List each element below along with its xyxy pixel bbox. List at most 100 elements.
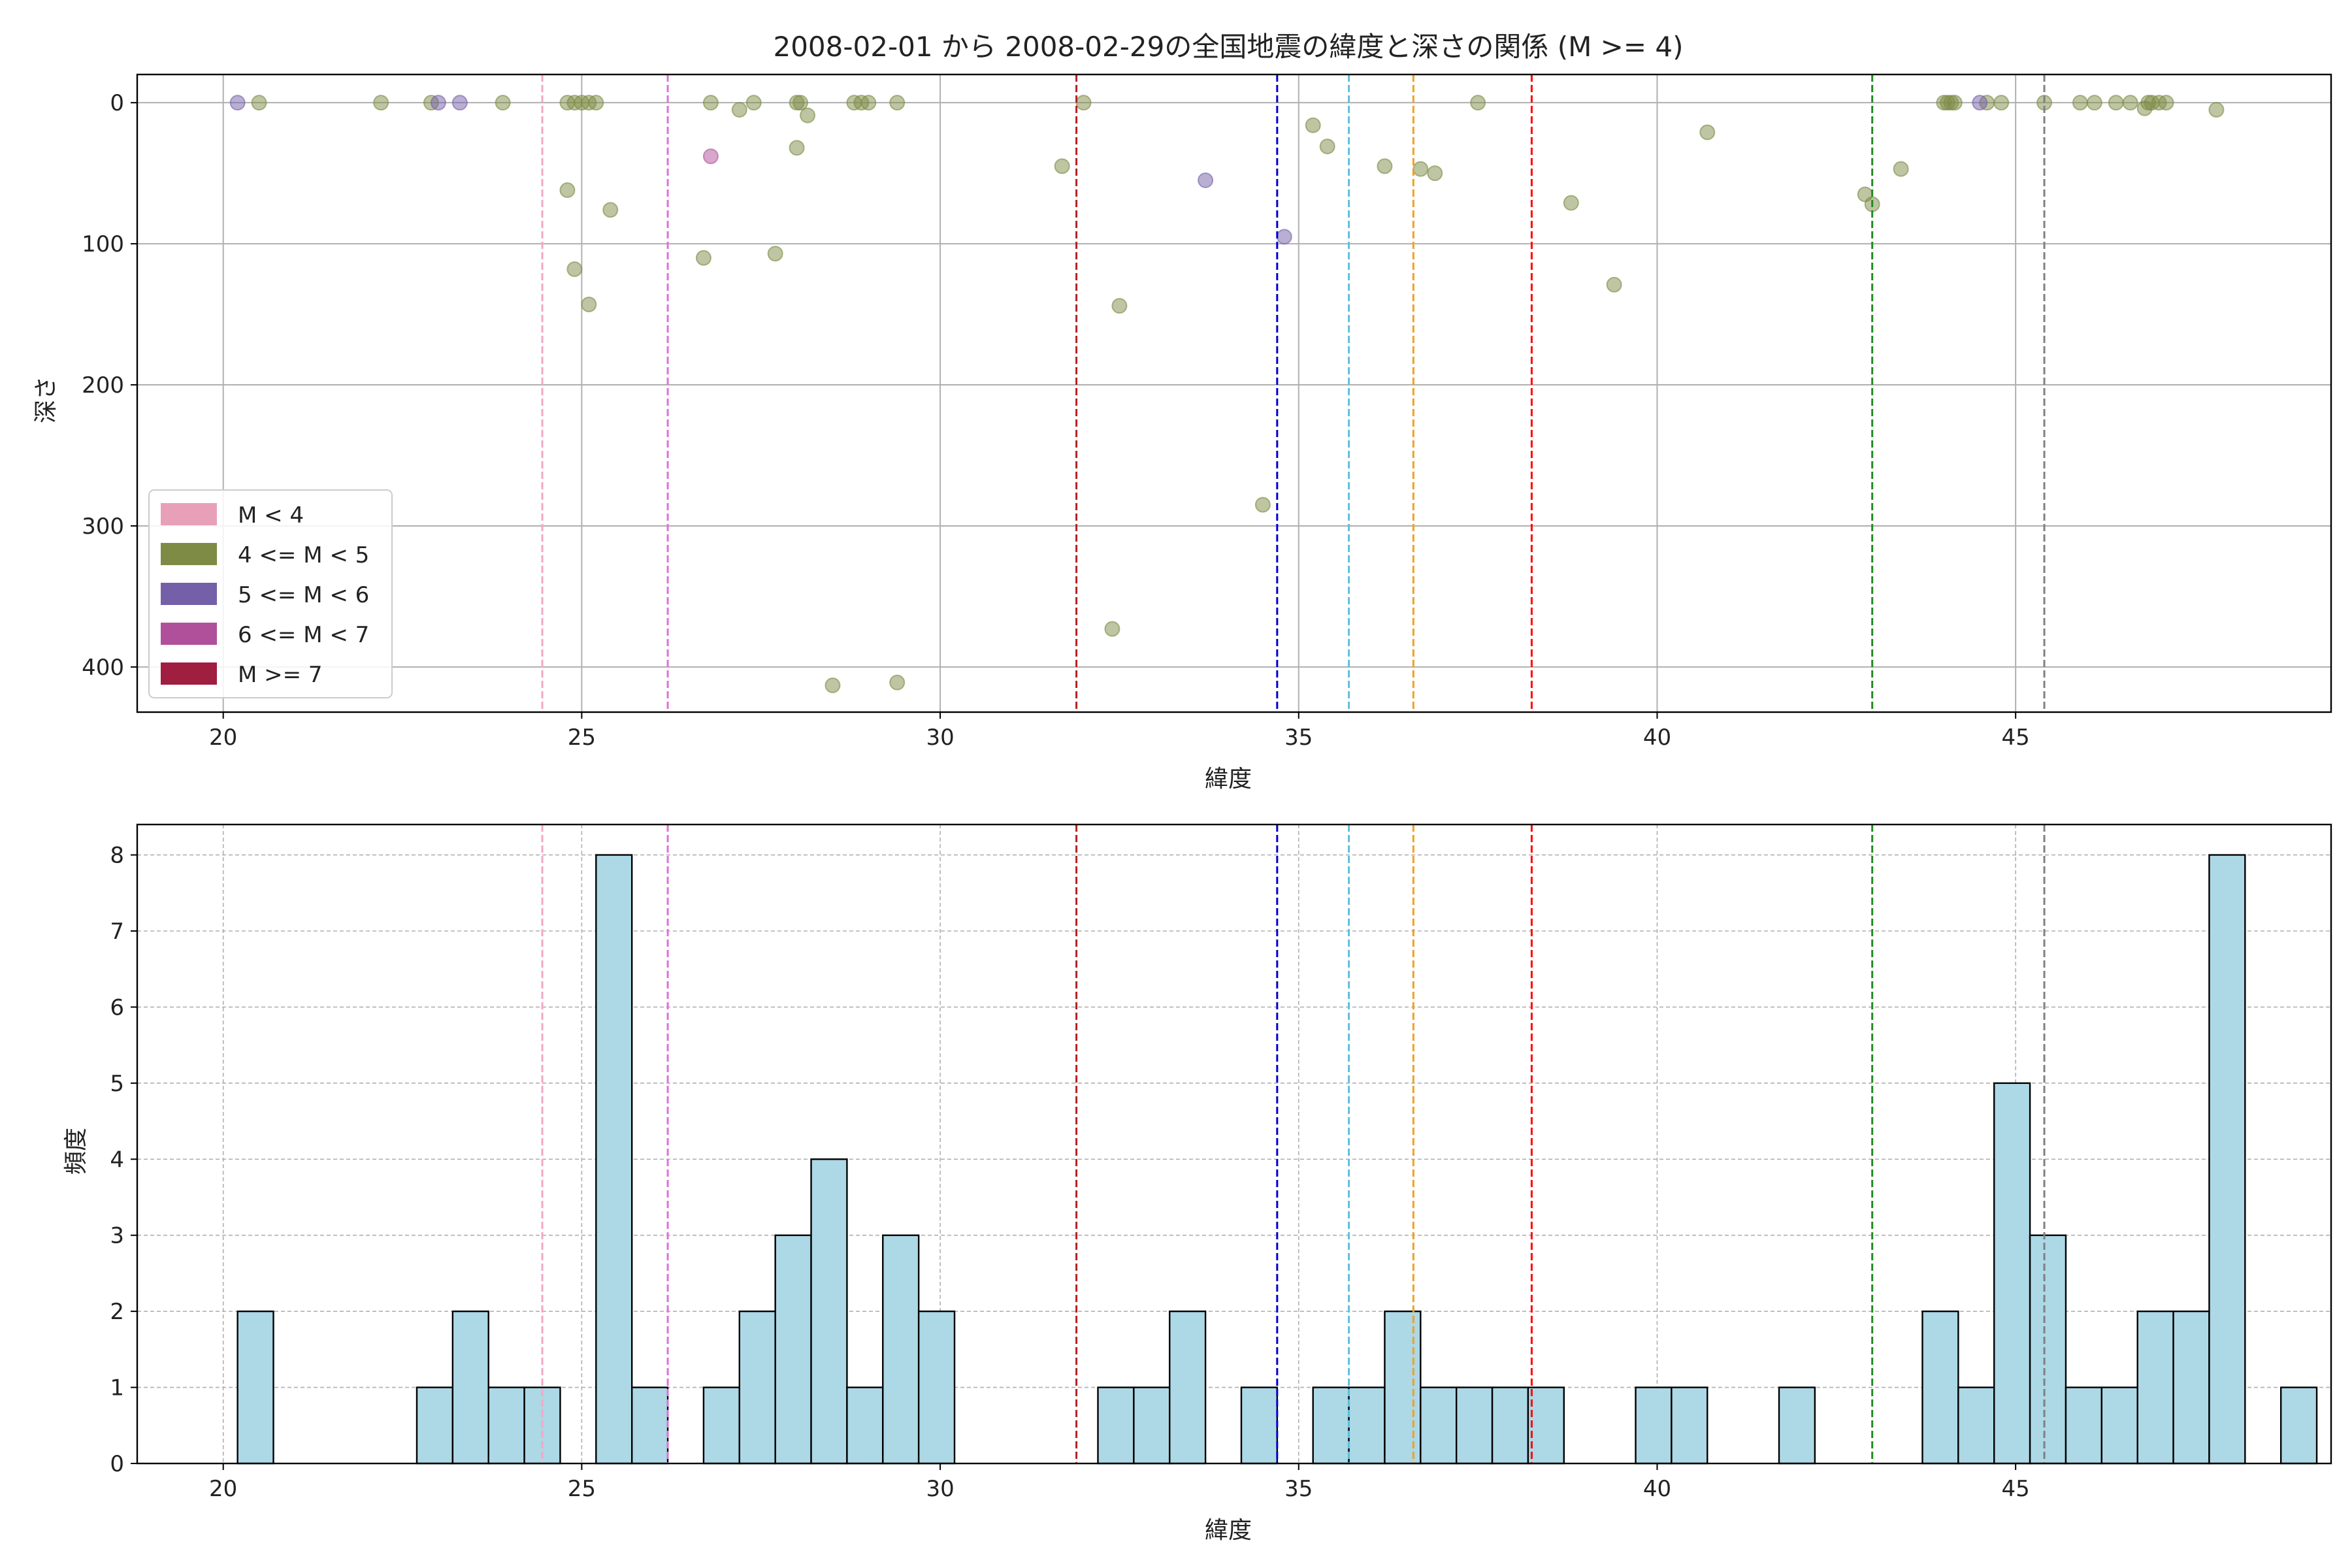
scatter-point xyxy=(1893,161,1909,177)
scatter-point xyxy=(1972,95,1988,111)
histogram-bar xyxy=(451,1310,489,1465)
legend-swatch xyxy=(161,583,217,605)
scatter-point xyxy=(1413,161,1429,177)
histogram-bar xyxy=(1491,1386,1529,1465)
scatter-point xyxy=(2122,95,2138,111)
legend-swatch xyxy=(161,503,217,525)
scatter-point xyxy=(1606,276,1622,293)
histogram-bar xyxy=(882,1234,920,1465)
histogram-bar xyxy=(1312,1386,1350,1465)
scatter-point xyxy=(695,250,711,266)
histogram-bar xyxy=(1133,1386,1171,1465)
x-tick-label: 40 xyxy=(1643,725,1671,751)
y-tick-label: 300 xyxy=(82,514,124,540)
y-tick-label: 400 xyxy=(82,655,124,681)
scatter-frame xyxy=(136,73,2332,713)
scatter-point xyxy=(1946,95,1963,111)
legend-label: M < 4 xyxy=(238,502,304,529)
histogram-bar xyxy=(2279,1386,2318,1465)
histogram-bar xyxy=(1993,1082,2031,1465)
histogram-bar xyxy=(1957,1386,1995,1465)
scatter-point xyxy=(731,101,747,118)
y-tick-label: 5 xyxy=(110,1071,124,1097)
x-tick-label: 20 xyxy=(209,1476,237,1502)
scatter-point xyxy=(602,202,619,218)
histogram-y-ticks: 0 1 2 3 4 5 6 7 8 xyxy=(110,843,137,1477)
legend-label: 5 <= M < 6 xyxy=(238,582,369,608)
histogram-frame xyxy=(136,823,2332,1465)
histogram-bar xyxy=(1921,1310,1959,1465)
histogram-bar xyxy=(1348,1386,1386,1465)
scatter-point xyxy=(1198,172,1214,188)
x-tick-label: 35 xyxy=(1284,1476,1313,1502)
scatter-point xyxy=(2108,95,2124,111)
scatter-point xyxy=(1993,95,2010,111)
histogram-bar xyxy=(2136,1310,2174,1465)
y-tick-label: 3 xyxy=(110,1223,124,1249)
scatter-point xyxy=(1054,158,1070,174)
x-tick-label: 30 xyxy=(926,1476,954,1502)
histogram-bar xyxy=(416,1386,454,1465)
histogram-bar xyxy=(2172,1310,2210,1465)
scatter-point xyxy=(860,95,877,111)
scatter-point xyxy=(702,95,719,111)
scatter-point xyxy=(373,95,389,111)
scatter-point xyxy=(495,95,511,111)
scatter-point xyxy=(889,95,906,111)
legend-label: 4 <= M < 5 xyxy=(238,542,369,568)
scatter-point xyxy=(1111,298,1128,314)
legend-box xyxy=(148,489,393,698)
legend-swatch xyxy=(161,623,217,645)
scatter-point xyxy=(1254,497,1271,513)
x-tick-label: 30 xyxy=(926,725,954,751)
x-tick-label: 45 xyxy=(2002,725,2030,751)
scatter-point xyxy=(889,674,906,691)
histogram-bar xyxy=(810,1158,848,1465)
scatter-point xyxy=(789,140,805,156)
legend: M < 4 4 <= M < 5 5 <= M < 6 6 <= M < 7 M >= … xyxy=(148,489,393,698)
histogram-x-axis-label: 緯度 xyxy=(1205,1517,1252,1544)
histogram-bar xyxy=(702,1386,741,1465)
legend-swatch xyxy=(161,543,217,565)
histogram-bar xyxy=(237,1310,274,1465)
histogram-bar xyxy=(1169,1310,1207,1465)
scatter-x-axis-label: 緯度 xyxy=(1205,766,1252,792)
histogram-bar xyxy=(2065,1386,2103,1465)
x-tick-label: 20 xyxy=(209,725,237,751)
y-tick-label: 0 xyxy=(110,1451,124,1477)
histogram-bar xyxy=(1527,1386,1565,1465)
histogram-reference-lines xyxy=(541,825,2046,1463)
histogram-bar xyxy=(2100,1386,2138,1465)
scatter-grid xyxy=(137,74,2331,712)
histogram-bar xyxy=(1671,1386,1708,1465)
histogram-bar xyxy=(738,1310,776,1465)
scatter-point xyxy=(1377,158,1393,174)
histogram-x-ticks: 20 25 30 35 40 45 xyxy=(209,1463,2030,1502)
histogram-bar xyxy=(487,1386,525,1465)
scatter-point xyxy=(702,148,719,165)
histogram-bar xyxy=(846,1386,884,1465)
scatter-point xyxy=(451,95,468,111)
x-tick-label: 25 xyxy=(568,725,596,751)
scatter-point xyxy=(566,261,583,277)
y-tick-label: 200 xyxy=(82,372,124,399)
scatter-point xyxy=(229,95,246,111)
scatter-point xyxy=(1276,229,1292,245)
histogram-bar xyxy=(630,1386,669,1465)
y-tick-label: 0 xyxy=(110,90,124,116)
scatter-points xyxy=(229,95,2225,693)
scatter-y-axis-label: 深さ xyxy=(33,376,59,423)
scatter-point xyxy=(2208,101,2225,118)
scatter-plot: 20 25 30 35 40 45 0 100 200 300 400 緯度 深さ M < 4 4 … xyxy=(33,73,2332,792)
legend-label: 6 <= M < 7 xyxy=(238,622,369,648)
scatter-point xyxy=(581,296,597,312)
x-tick-label: 40 xyxy=(1643,1476,1671,1502)
y-tick-label: 4 xyxy=(110,1147,124,1173)
scatter-point xyxy=(1427,165,1443,182)
y-tick-label: 8 xyxy=(110,843,124,869)
scatter-point xyxy=(430,95,446,111)
scatter-reference-lines xyxy=(541,74,2046,712)
histogram-bar xyxy=(1420,1386,1458,1465)
y-tick-label: 1 xyxy=(110,1375,124,1401)
